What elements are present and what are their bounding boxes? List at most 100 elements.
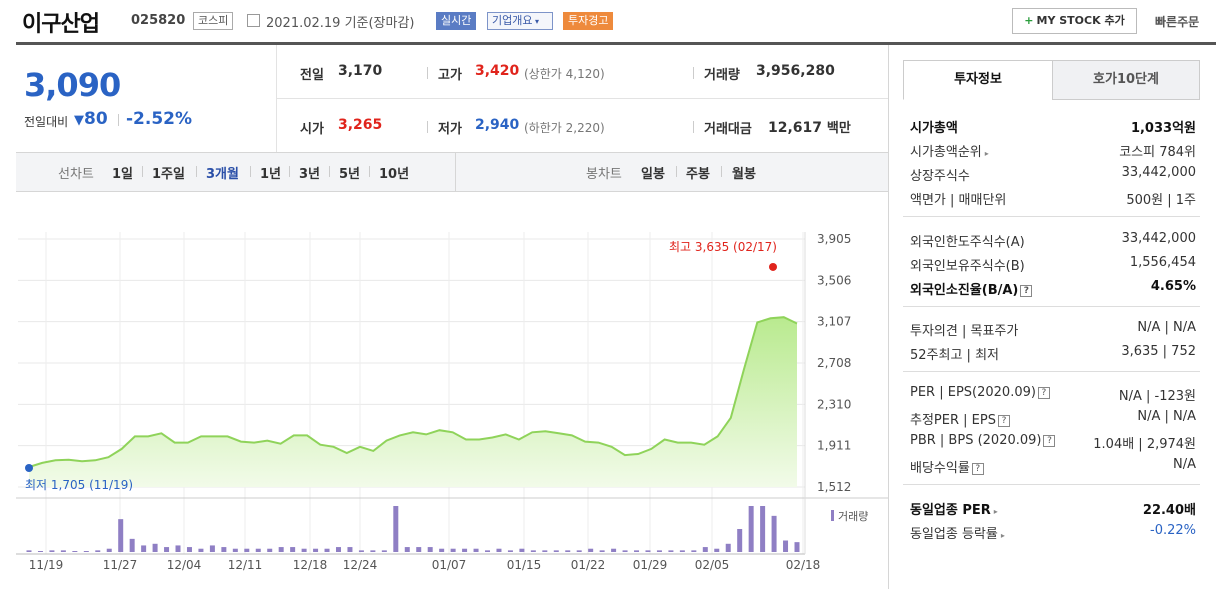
- volume-bar: [702, 547, 708, 552]
- industry-per-link[interactable]: 동일업종 PER ▸: [910, 503, 998, 518]
- volume-bar: [473, 548, 479, 552]
- help-icon[interactable]: ?: [997, 414, 1010, 427]
- volume-bar: [496, 548, 502, 552]
- trade-amount: 12,617 백만: [768, 120, 851, 136]
- volume-bar: [530, 550, 536, 552]
- company-overview-dropdown[interactable]: 기업개요 ▾: [487, 12, 553, 30]
- quote-date: 2021.02.19 기준(장마감): [266, 16, 415, 31]
- volume-bar: [141, 545, 147, 552]
- volume-bar: [760, 506, 766, 552]
- face-value: 500원 | 1주: [1126, 193, 1196, 208]
- tab-1y[interactable]: 1년: [260, 167, 282, 182]
- volume-bar: [313, 548, 319, 552]
- low-price: 2,940: [475, 117, 520, 133]
- tab-invest-info[interactable]: 투자정보: [903, 60, 1053, 100]
- y-tick-label: 1,512: [817, 480, 851, 494]
- add-mystock-button[interactable]: + MY STOCK 추가: [1012, 8, 1137, 34]
- x-tick-label: 11/27: [103, 558, 138, 572]
- volume-bar: [599, 550, 605, 552]
- volume-bar: [462, 548, 468, 552]
- help-icon[interactable]: ?: [1043, 434, 1056, 447]
- volume-bar: [244, 548, 250, 552]
- pbr-bps: 1.04배 | 2,974원: [1093, 437, 1196, 452]
- price-chart: 최고 3,635 (02/17) 최저 1,705 (11/19) 거래량 3,9…: [16, 232, 888, 572]
- volume-bar: [164, 547, 170, 552]
- change-label: 전일대비: [24, 115, 69, 129]
- help-icon[interactable]: ?: [971, 462, 984, 475]
- x-tick-label: 12/24: [343, 558, 378, 572]
- help-icon[interactable]: ?: [1037, 386, 1050, 399]
- x-tick-label: 01/07: [432, 558, 467, 572]
- foreign-ratio: 4.65%: [1150, 279, 1196, 294]
- volume-bar: [267, 548, 273, 552]
- x-tick-label: 12/18: [293, 558, 328, 572]
- investment-warning-badge: 투자경고: [563, 12, 614, 30]
- y-tick-label: 3,107: [817, 315, 851, 329]
- tab-weekly[interactable]: 주봉: [686, 167, 710, 182]
- min-label: 최저 1,705 (11/19): [25, 478, 133, 492]
- industry-change-link[interactable]: 동일업종 등락률 ▸: [910, 527, 1005, 542]
- tab-1d[interactable]: 1일: [112, 167, 134, 182]
- volume-bar: [175, 545, 181, 552]
- volume-bar: [83, 551, 89, 552]
- volume-bar: [381, 550, 387, 552]
- listed-shares: 33,442,000: [1121, 165, 1196, 180]
- upper-limit: (상한가 4,120): [524, 67, 605, 81]
- volume-bar: [645, 550, 651, 552]
- foreign-hold: 1,556,454: [1129, 255, 1196, 270]
- help-icon[interactable]: ?: [1020, 284, 1033, 297]
- volume-bar: [255, 548, 261, 552]
- tab-5y[interactable]: 5년: [339, 167, 361, 182]
- volume-bar: [26, 550, 32, 552]
- x-tick-label: 01/29: [633, 558, 668, 572]
- tab-10y[interactable]: 10년: [379, 167, 410, 182]
- volume-bar: [691, 550, 697, 552]
- chart-tab-bar: [16, 152, 889, 192]
- min-marker: [25, 463, 33, 472]
- foreign-limit: 33,442,000: [1121, 231, 1196, 246]
- industry-per: 22.40배: [1142, 503, 1196, 518]
- volume-bar: [301, 548, 307, 552]
- volume-bar: [725, 543, 731, 552]
- volume-bar: [737, 529, 743, 552]
- tab-3m[interactable]: 3개월: [206, 167, 239, 182]
- volume-bar: [794, 542, 800, 552]
- open-price: 3,265: [338, 117, 383, 133]
- cap-rank: 코스피 784위: [1119, 145, 1196, 160]
- week52-range: 3,635 | 752: [1121, 344, 1196, 359]
- volume-bar: [129, 538, 135, 552]
- volume-bar: [771, 515, 777, 552]
- y-tick-label: 1,911: [817, 439, 851, 453]
- market-cap: 1,033억원: [1130, 121, 1196, 136]
- volume-bar: [576, 550, 582, 552]
- current-price: 3,090: [24, 66, 121, 104]
- x-tick-label: 11/19: [29, 558, 64, 572]
- header-divider: [16, 42, 1216, 45]
- opinion: N/A | N/A: [1137, 320, 1196, 335]
- cap-rank-link[interactable]: 시가총액순위 ▸: [910, 145, 989, 160]
- x-tick-label: 01/22: [571, 558, 606, 572]
- volume-bar: [37, 551, 43, 552]
- tab-1w[interactable]: 1주일: [152, 167, 185, 182]
- volume-bar: [656, 550, 662, 552]
- volume-bar: [783, 540, 789, 552]
- realtime-badge[interactable]: 실시간: [436, 12, 477, 30]
- volume-bar: [748, 506, 754, 552]
- quick-order-button[interactable]: 빠른주문: [1155, 15, 1200, 29]
- tab-hoga-10[interactable]: 호가10단계: [1052, 60, 1200, 100]
- volume-bar: [221, 547, 227, 552]
- volume-bar: [485, 550, 491, 552]
- volume-bar: [370, 550, 376, 552]
- per-eps: N/A | -123원: [1118, 389, 1196, 404]
- volume-bar: [416, 547, 422, 552]
- tab-daily[interactable]: 일봉: [641, 167, 665, 182]
- chevron-right-icon: ▸: [993, 507, 998, 516]
- tab-3y[interactable]: 3년: [299, 167, 321, 182]
- price-change-pct: -2.52%: [126, 109, 193, 129]
- y-tick-label: 2,708: [817, 356, 851, 370]
- tab-monthly[interactable]: 월봉: [732, 167, 756, 182]
- volume-bar: [622, 550, 628, 552]
- volume-legend-swatch: [831, 510, 834, 521]
- y-tick-label: 3,506: [817, 273, 851, 287]
- volume-bar: [450, 548, 456, 552]
